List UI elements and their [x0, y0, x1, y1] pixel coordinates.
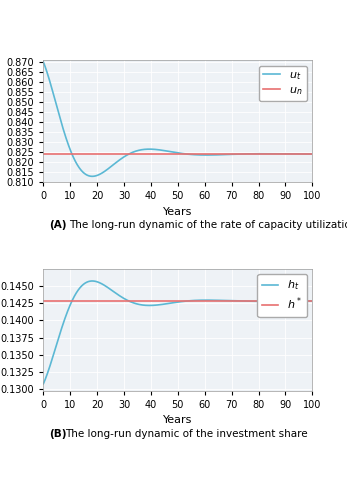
$u_t$ — [150, 146, 154, 152]
X-axis label: Years: Years — [163, 206, 193, 216]
Line: $u_t$: $u_t$ — [43, 62, 312, 176]
$u_t$ — [90, 174, 94, 180]
X-axis label: Years: Years — [163, 415, 193, 425]
$h_t$ — [310, 298, 314, 304]
Text: (A): (A) — [49, 220, 66, 230]
Line: $h_t$: $h_t$ — [43, 281, 312, 384]
$u_t$ — [251, 151, 255, 157]
$h^*$ — [44, 298, 48, 304]
$u_n$ — [41, 151, 45, 157]
$u_t$ — [256, 151, 260, 157]
$h_t$ — [90, 278, 94, 284]
$u_n$ — [44, 151, 48, 157]
$h_t$ — [150, 302, 154, 308]
$h_t$ — [160, 302, 164, 308]
$u_t$ — [41, 59, 45, 65]
$h_t$ — [69, 300, 73, 306]
Legend: $h_t$, $h^*$: $h_t$, $h^*$ — [257, 274, 307, 317]
Text: The long-run dynamic of the investment share: The long-run dynamic of the investment s… — [66, 429, 308, 439]
Text: The long-run dynamic of the rate of capacity utilization: The long-run dynamic of the rate of capa… — [69, 220, 347, 230]
$u_t$ — [69, 148, 73, 154]
$h_t$ — [256, 298, 260, 304]
$h_t$ — [251, 298, 255, 304]
$h^*$ — [41, 298, 45, 304]
$u_t$ — [226, 152, 230, 158]
$u_t$ — [310, 151, 314, 157]
$h_t$ — [41, 381, 45, 387]
$u_t$ — [160, 148, 164, 154]
$h_t$ — [226, 298, 230, 304]
Legend: $u_t$, $u_n$: $u_t$, $u_n$ — [259, 66, 307, 102]
Text: (B): (B) — [49, 429, 66, 439]
